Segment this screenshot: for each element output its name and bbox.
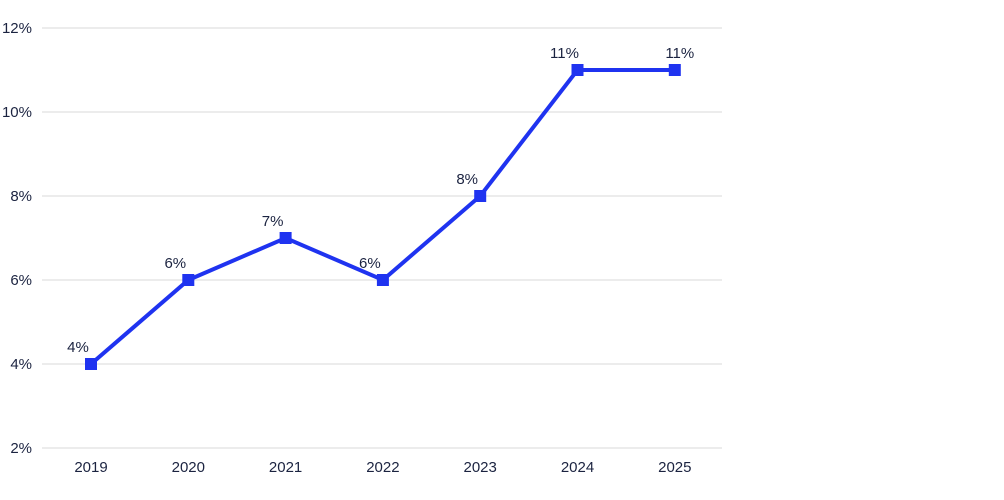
data-label: 4%	[67, 339, 89, 356]
data-label-layer: 4% 6% 7% 6% 8% 11% 11%	[67, 45, 694, 356]
x-tick-label: 2025	[658, 459, 691, 476]
data-point-marker	[376, 274, 389, 286]
data-label: 11%	[550, 45, 579, 62]
x-tick-label: 2022	[366, 459, 399, 476]
data-point-marker	[668, 64, 681, 76]
data-point-marker	[182, 274, 195, 286]
y-tick-label: 6%	[10, 272, 32, 289]
x-tick-label: 2020	[172, 459, 205, 476]
x-tick-label: 2019	[74, 459, 107, 476]
data-label: 11%	[665, 45, 694, 62]
y-tick-label: 12%	[2, 20, 32, 37]
x-tick-label: 2024	[561, 459, 594, 476]
data-point-marker	[85, 358, 97, 370]
data-point-marker	[571, 64, 584, 76]
y-tick-label: 8%	[10, 188, 32, 205]
x-axis-labels: 2019 2020 2021 2022 2023 2024 2025	[74, 459, 691, 476]
y-tick-label: 4%	[10, 356, 32, 373]
data-label: 6%	[164, 255, 186, 272]
data-label: 6%	[359, 255, 381, 272]
series-layer	[89, 68, 675, 366]
y-tick-label: 2%	[10, 440, 32, 457]
data-label: 8%	[456, 171, 478, 188]
data-point-marker	[279, 232, 292, 244]
data-point-marker	[474, 190, 487, 202]
y-axis-labels: 2% 4% 6% 8% 10% 12%	[2, 20, 32, 457]
y-tick-label: 10%	[2, 104, 32, 121]
grid-layer	[42, 27, 722, 449]
series-line	[89, 68, 675, 366]
x-tick-label: 2023	[464, 459, 497, 476]
x-tick-label: 2021	[269, 459, 302, 476]
data-label: 7%	[262, 213, 284, 230]
marker-layer	[85, 64, 681, 370]
